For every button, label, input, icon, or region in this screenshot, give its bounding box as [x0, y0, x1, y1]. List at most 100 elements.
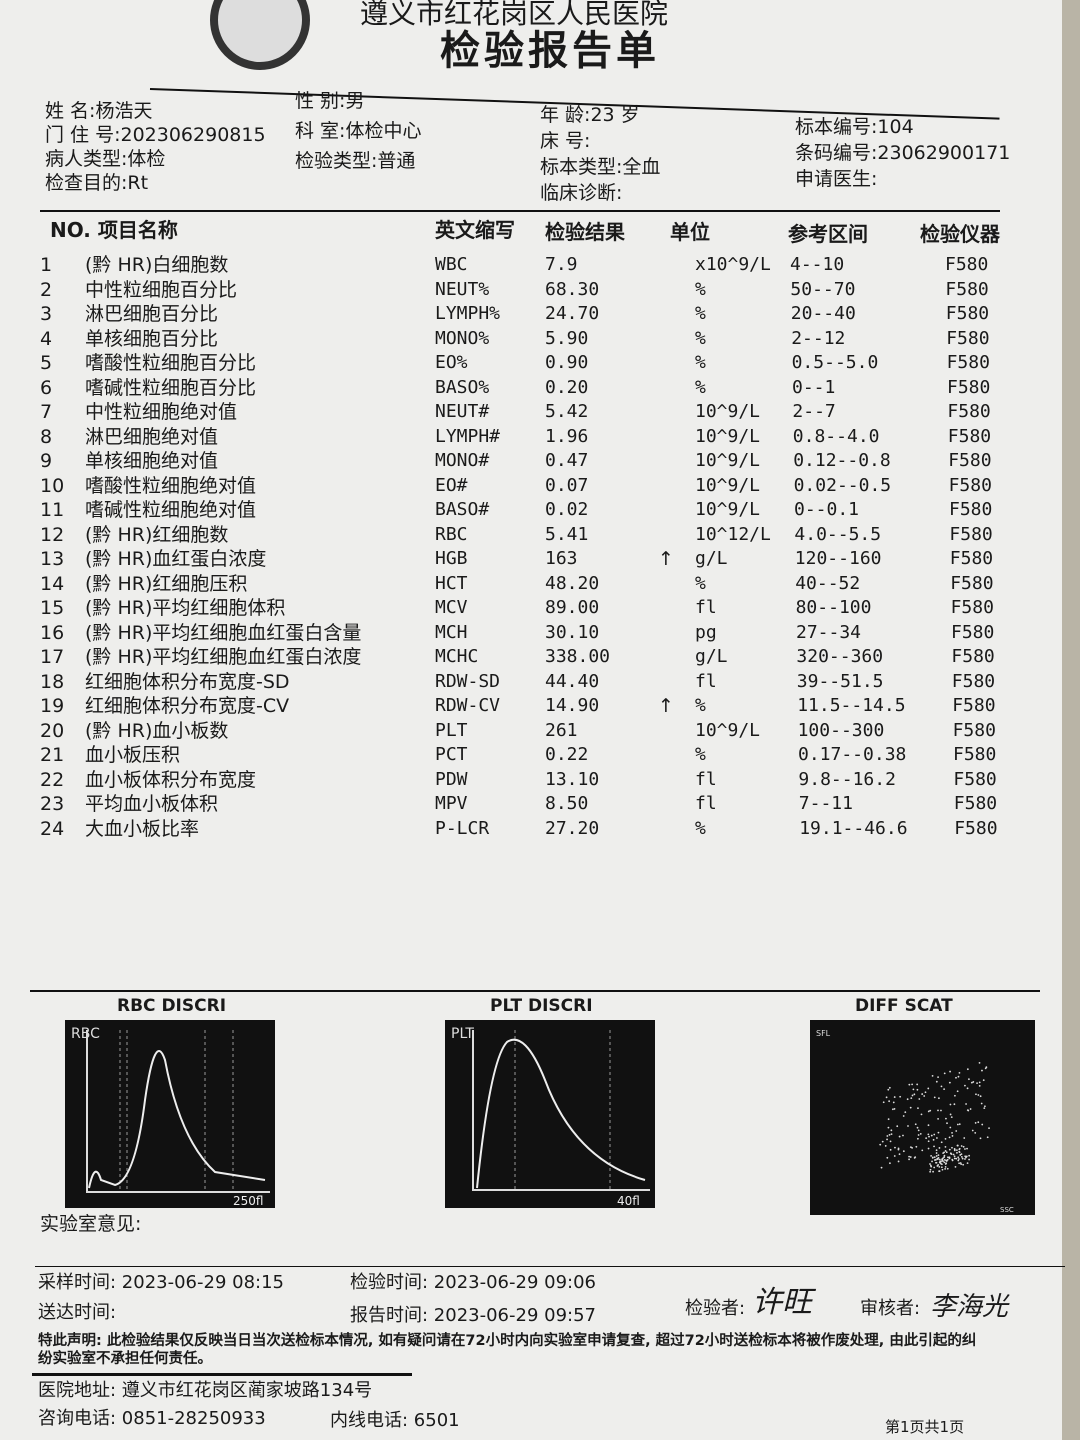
scatter-point: [880, 1166, 883, 1169]
rbc-xmax: 250fl: [233, 1194, 263, 1208]
cell-ref: 39--51.5: [796, 670, 884, 692]
cell-instrument: F580: [950, 572, 994, 594]
cell-no: 18: [40, 670, 65, 693]
cell-abbr: WBC: [435, 254, 468, 275]
cell-abbr: P-LCR: [435, 817, 490, 839]
cell-result: 261: [545, 719, 578, 741]
test-type: 普通: [377, 150, 416, 172]
specimen-no-label: 标本编号:: [795, 116, 878, 138]
tester-label: 检验者:: [685, 1298, 746, 1319]
scatter-point: [955, 1076, 957, 1079]
scatter-point: [908, 1155, 911, 1158]
cell-name: (黔 HR)红细胞压积: [85, 572, 248, 595]
cell-abbr: PDW: [435, 768, 468, 790]
scatter-point: [933, 1096, 936, 1099]
scatter-point: [933, 1133, 936, 1136]
scatter-point: [968, 1154, 971, 1157]
scatter-point: [914, 1123, 917, 1126]
table-row: 2 中性粒细胞百分比 NEUT% 68.30% 50--70 F580: [0, 279, 1062, 303]
diagnosis-label: 临床诊断:: [540, 182, 623, 204]
cell-instrument: F580: [947, 376, 991, 398]
scatter-point: [925, 1137, 928, 1140]
scatter-point: [984, 1067, 987, 1070]
cell-unit: fl: [695, 670, 717, 692]
cell-name: (黔 HR)红细胞数: [85, 523, 229, 546]
cell-ref: 7--11: [798, 793, 853, 814]
rbc-histogram: RBC 250fl: [65, 1020, 275, 1208]
scatter-point: [888, 1100, 891, 1103]
table-row: 20 (黔 HR)血小板数 PLT 261 10^9/L 100--300 F580: [0, 720, 1062, 744]
scatter-point: [915, 1145, 918, 1148]
scatter-point: [937, 1117, 939, 1120]
table-row: 11 嗜碱性粒细胞绝对值 BASO# 0.02 10^9/L 0--0.1 F580: [0, 499, 1062, 523]
scatter-point: [932, 1138, 935, 1141]
table-row: 6 嗜碱性粒细胞百分比 BASO% 0.20% 0--1 F580: [0, 377, 1062, 401]
scatter-point: [928, 1135, 930, 1138]
table-row: 18 红细胞体积分布宽度-SD RDW-SD 44.40 fl 39--51.5 F580: [0, 671, 1062, 695]
table-row: 23 平均血小板体积 MPV 8.50 fl 7--11 F580: [0, 793, 1062, 817]
cell-instrument: F580: [951, 621, 995, 643]
scatter-point: [980, 1102, 983, 1105]
cell-instrument: F580: [953, 793, 998, 814]
cell-no: 11: [40, 499, 65, 521]
cell-result: 48.20: [545, 572, 600, 594]
scatter-point: [965, 1155, 968, 1158]
cell-unit: 10^9/L: [695, 401, 761, 422]
scatter-point: [937, 1131, 940, 1134]
scatter-point: [937, 1156, 940, 1159]
scatter-point: [943, 1088, 946, 1090]
scatter-point: [940, 1160, 942, 1163]
scatter-point: [951, 1146, 953, 1149]
scatter-point: [927, 1110, 930, 1113]
divider: [40, 210, 1000, 212]
cell-abbr: MONO%: [435, 327, 490, 349]
patient-name: 杨浩天: [95, 100, 153, 122]
scatter-point: [968, 1078, 970, 1081]
scatter-point: [940, 1163, 943, 1166]
cell-result: 13.10: [545, 768, 600, 790]
scatter-point: [972, 1081, 975, 1083]
cell-ref: 20--40: [790, 303, 856, 324]
table-row: 5 嗜酸性粒细胞百分比 EO% 0.90% 0.5--5.0 F580: [0, 352, 1062, 376]
specimen-type: 全血: [622, 156, 661, 178]
scatter-point: [982, 1079, 985, 1082]
scatter-point: [943, 1072, 946, 1075]
scatter-point: [954, 1094, 956, 1097]
scatter-point: [917, 1134, 920, 1136]
reviewer-label: 审核者:: [860, 1298, 921, 1319]
scatter-point: [960, 1163, 963, 1166]
scatter-point: [944, 1146, 947, 1148]
scatter-point: [977, 1094, 980, 1096]
scatter-point: [945, 1159, 948, 1162]
scatter-point: [887, 1088, 890, 1091]
scatter-point: [902, 1150, 905, 1153]
cell-name: 中性粒细胞绝对值: [85, 401, 238, 423]
cell-unit: 10^9/L: [695, 474, 761, 496]
scatter-point: [978, 1081, 981, 1084]
scatter-point: [968, 1158, 970, 1161]
scatter-point: [936, 1158, 939, 1161]
scatter-point: [958, 1071, 961, 1074]
report-title: 检验报告单: [440, 28, 660, 74]
cell-no: 17: [40, 646, 65, 668]
cell-result: 0.07: [545, 474, 589, 496]
diff-chart-title: DIFF SCAT: [855, 996, 953, 1016]
scatter-point: [937, 1076, 939, 1079]
cell-unit: fl: [695, 597, 717, 618]
delivery-time: 送达时间:: [38, 1302, 117, 1323]
cell-result: 0.20: [545, 376, 589, 398]
scatter-point: [917, 1129, 920, 1132]
scatter-point: [946, 1156, 949, 1159]
table-row: 8 淋巴细胞绝对值 LYMPH# 1.96 10^9/L 0.8--4.0 F580: [0, 426, 1062, 450]
scatter-point: [966, 1147, 968, 1150]
col-header-abbr: 英文缩写: [435, 218, 515, 242]
cell-unit: %: [695, 303, 706, 324]
table-row: 7 中性粒细胞绝对值 NEUT# 5.42 10^9/L 2--7 F580: [0, 401, 1062, 425]
tester-signature: 许旺: [752, 1285, 812, 1320]
scatter-point: [978, 1084, 981, 1087]
scatter-point: [911, 1094, 914, 1097]
scatter-point: [906, 1098, 909, 1101]
hospital-name: 遵义市红花岗区人民医院: [360, 0, 669, 30]
scatter-point: [935, 1149, 938, 1152]
